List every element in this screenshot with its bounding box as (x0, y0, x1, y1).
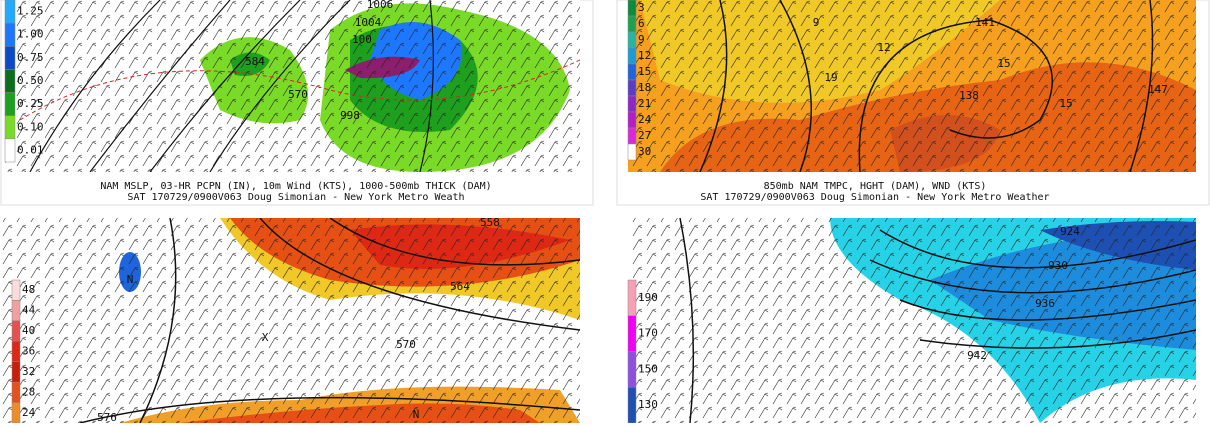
legend-label: 21 (638, 97, 651, 110)
contour-label: 12 (877, 41, 890, 54)
legend-label: 0.50 (17, 74, 44, 87)
legend-label: 44 (22, 304, 36, 317)
legend-label: 0.10 (17, 120, 44, 133)
contour-label: 100 (352, 33, 372, 46)
legend-label: 24 (638, 113, 652, 126)
legend-swatch (627, 31, 637, 49)
legend-label: 24 (22, 406, 36, 419)
legend-swatch (627, 79, 637, 97)
legend-label: 9 (638, 33, 645, 46)
contour-label: 930 (1048, 259, 1068, 272)
legend-label: 150 (638, 362, 658, 375)
caption: SAT 170729/0900V063 Doug Simonian - New … (127, 192, 464, 203)
caption: SAT 170729/0900V063 Doug Simonian - New … (700, 192, 1049, 203)
contour-label: 576 (97, 411, 117, 423)
caption: NAM MSLP, 03-HR PCPN (IN), 10m Wind (KTS… (100, 181, 491, 192)
legend-swatch (627, 47, 637, 65)
caption: 850mb NAM TMPC, HGHT (DAM), WND (KTS) (764, 181, 987, 192)
legend-label: 27 (638, 129, 651, 142)
legend-label: 0.01 (17, 143, 44, 156)
map-2 (628, 0, 1196, 172)
legend-label: 190 (638, 291, 658, 304)
contour-label: 19 (824, 71, 837, 84)
map-1 (5, 0, 580, 172)
legend-label: 30 (638, 145, 651, 158)
legend-swatch (11, 402, 21, 424)
legend-swatch (4, 46, 16, 70)
legend-swatch (11, 381, 21, 403)
contour-label: 1006 (367, 0, 394, 11)
legend-swatch (4, 92, 16, 116)
legend-swatch (4, 0, 16, 24)
legend-swatch (627, 143, 637, 161)
legend-label: 28 (22, 385, 35, 398)
contour-label: 558 (480, 216, 500, 229)
legend-label: 3 (638, 1, 645, 14)
legend-label: 130 (638, 398, 658, 411)
legend-label: 12 (638, 49, 651, 62)
contour-label: N (127, 273, 134, 286)
legend-swatch (11, 320, 21, 342)
legend-label: 15 (638, 65, 651, 78)
legend-swatch (627, 351, 637, 388)
legend-swatch (11, 279, 21, 301)
legend-label: 170 (638, 327, 658, 340)
contour-label: 998 (340, 109, 360, 122)
legend-label: 1.25 (17, 5, 44, 18)
contour-label: 1004 (355, 16, 382, 29)
legend-swatch (627, 111, 637, 129)
contour-label: 570 (288, 88, 308, 101)
legend-swatch (627, 315, 637, 352)
legend-swatch (11, 361, 21, 383)
legend-label: 18 (638, 81, 651, 94)
contour-label: 584 (245, 55, 265, 68)
legend-swatch (627, 63, 637, 81)
panel-frame (616, 0, 1210, 206)
contour-label: N (413, 408, 420, 421)
panel-frame (0, 0, 594, 206)
contour-label: 936 (1035, 297, 1055, 310)
legend-label: 0.25 (17, 97, 44, 110)
legend-swatch (627, 387, 637, 424)
legend-swatch (4, 22, 16, 47)
contour-label: 15 (997, 57, 1010, 70)
contour-label: 147 (1148, 83, 1168, 96)
legend-swatch (627, 279, 637, 316)
legend-swatch (4, 138, 16, 163)
legend-label: 32 (22, 365, 35, 378)
contour-label: 570 (396, 338, 416, 351)
legend-swatch (11, 300, 21, 322)
legend-label: 6 (638, 17, 645, 30)
legend-swatch (627, 95, 637, 113)
legend-label: 40 (22, 324, 35, 337)
legend-label: 0.75 (17, 51, 44, 64)
legend-label: 36 (22, 345, 35, 358)
map-3 (0, 218, 580, 423)
legend-swatch (11, 341, 21, 362)
map-4 (628, 218, 1196, 423)
contour-label: 15 (1059, 97, 1072, 110)
contour-label: 942 (967, 349, 987, 362)
contour-label: X (262, 331, 269, 344)
contour-label: 924 (1060, 225, 1080, 238)
contour-label: 141 (975, 16, 995, 29)
contour-label: 564 (450, 280, 470, 293)
legend-swatch (4, 115, 16, 140)
legend-swatch (627, 15, 637, 33)
contour-label: 138 (959, 89, 979, 102)
legend-label: 48 (22, 283, 35, 296)
legend-swatch (4, 69, 16, 93)
legend-swatch (627, 0, 637, 17)
contour-label: 9 (813, 16, 820, 29)
legend-swatch (627, 127, 637, 145)
legend-label: 1.00 (17, 28, 44, 41)
